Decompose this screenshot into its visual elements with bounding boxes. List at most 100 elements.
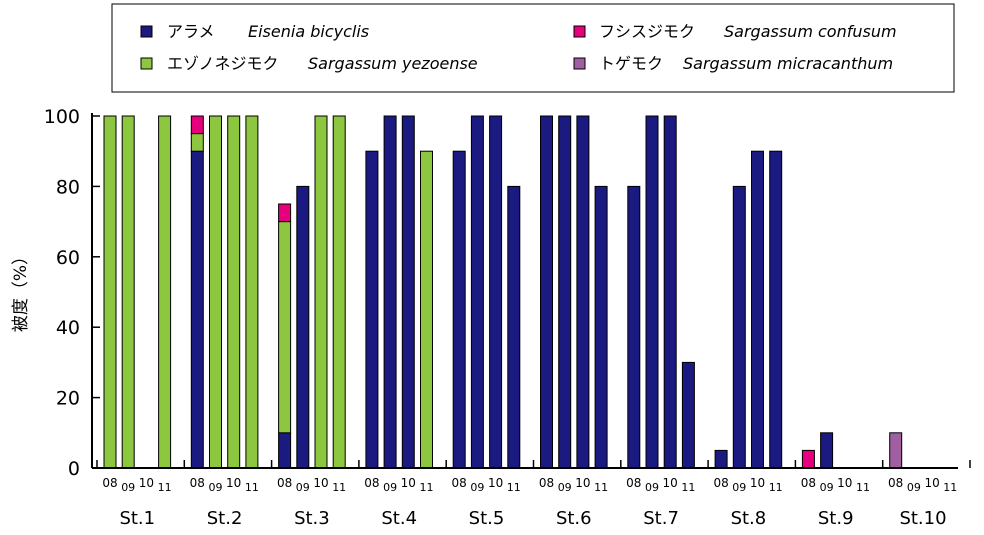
bar-St.10-08-sargassum-micracanthum [889,432,903,469]
year-label-St.9-11: 11 [856,481,870,494]
year-label-St.8-11: 11 [769,481,783,494]
legend-name-sci-yezoense: Sargassum yezoense [308,54,478,73]
bar-St.6-10-eisenia-bicyclis [576,115,590,469]
legend-name-ja-eisenia: アラメ [167,22,215,41]
year-label-St.2-11: 11 [245,481,259,494]
bar-St.2-08-eisenia-bicyclis [190,150,204,469]
bar-St.7-09-eisenia-bicyclis [645,115,659,469]
bar-St.8-11-eisenia-bicyclis [769,150,783,469]
bar-St.1-08-sargassum-yezoense [103,115,117,469]
bar-St.3-09-eisenia-bicyclis [296,185,310,469]
year-label-St.10-09: 09 [907,481,921,494]
y-axis-label: 被度（%） [11,248,31,332]
bar-St.3-10-sargassum-yezoense [314,115,328,469]
year-label-St.10-08: 08 [888,476,903,490]
year-label-St.7-08: 08 [626,476,641,490]
bar-St.2-09-sargassum-yezoense [209,115,222,469]
year-label-St.3-10: 10 [313,476,328,490]
bar-St.6-11-eisenia-bicyclis [594,185,608,469]
y-axis-ticks: 0 20 40 60 80 100 [44,106,100,480]
bar-St.4-09-eisenia-bicyclis [383,115,397,469]
year-label-St.5-11: 11 [507,481,521,494]
station-label-4: St.4 [381,508,417,529]
year-label-St.9-09: 09 [820,481,834,494]
bar-St.3-08-sargassum-yezoense [278,221,292,434]
legend-name-sci-confusum: Sargassum confusum [724,22,897,41]
bar-St.4-11-sargassum-yezoense [420,150,433,469]
year-label-St.9-08: 08 [801,476,816,490]
station-label-2: St.2 [207,508,243,529]
legend-swatch-eisenia [140,25,153,38]
y-tick-label-20: 20 [56,388,80,410]
bar-St.7-10-eisenia-bicyclis [663,115,677,469]
year-label-St.4-08: 08 [364,476,379,490]
year-label-St.1-11: 11 [158,481,172,494]
legend-name-ja-micracanthum: トゲモク [599,54,663,73]
station-label-9: St.9 [818,508,854,529]
legend-entry-yezoense: エゾノネジモク Sargassum yezoense [140,54,478,73]
legend-swatch-confusum [573,25,586,38]
year-label-St.10-10: 10 [924,476,939,490]
year-label-St.2-09: 09 [209,481,223,494]
year-label-St.6-08: 08 [539,476,554,490]
bar-St.1-09-sargassum-yezoense [121,115,135,469]
legend-name-sci-micracanthum: Sargassum micracanthum [683,54,893,73]
year-label-St.9-10: 10 [837,476,852,490]
bar-St.7-08-eisenia-bicyclis [627,185,641,469]
y-tick-label-100: 100 [44,106,80,128]
bar-St.2-11-sargassum-yezoense [245,115,259,469]
bar-St.5-10-eisenia-bicyclis [489,115,503,469]
bar-St.3-08-sargassum-confusum [278,203,292,223]
year-label-St.5-08: 08 [452,476,467,490]
station-label-3: St.3 [294,508,330,529]
legend-entry-micracanthum: トゲモク Sargassum micracanthum [573,54,893,73]
station-label-10: St.10 [899,508,946,529]
bar-St.4-10-eisenia-bicyclis [401,115,415,469]
year-label-St.2-08: 08 [190,476,205,490]
legend-swatch-yezoense [140,57,153,70]
year-label-St.10-11: 11 [943,481,957,494]
year-label-St.4-11: 11 [420,481,434,494]
year-label-St.8-09: 09 [732,481,746,494]
bar-St.4-08-eisenia-bicyclis [365,150,379,469]
legend-name-ja-yezoense: エゾノネジモク [167,54,279,73]
legend-name-ja-confusum: フシスジモク [599,22,695,41]
bar-St.9-09-eisenia-bicyclis [820,432,834,469]
legend: アラメ Eisenia bicyclis エゾノネジモク Sargassum y… [111,3,955,93]
year-label-St.8-10: 10 [750,476,765,490]
year-label-St.6-09: 09 [558,481,572,494]
station-label-8: St.8 [731,508,767,529]
y-tick-label-40: 40 [56,317,80,339]
bar-St.2-10-sargassum-yezoense [227,115,241,469]
bar-St.5-09-eisenia-bicyclis [470,115,484,469]
year-label-St.8-08: 08 [713,476,728,490]
year-label-St.1-09: 09 [121,481,135,494]
legend-entry-confusum: フシスジモク Sargassum confusum [573,22,897,41]
bar-St.8-10-eisenia-bicyclis [751,150,764,469]
y-tick-label-0: 0 [68,458,80,480]
bar-St.3-08-eisenia-bicyclis [278,432,292,469]
bar-St.8-08-eisenia-bicyclis [714,449,728,469]
legend-name-sci-eisenia: Eisenia bicyclis [248,22,369,41]
legend-swatch-micracanthum [573,57,586,70]
year-label-St.1-08: 08 [102,476,117,490]
bar-St.8-09-eisenia-bicyclis [732,185,746,469]
year-label-St.5-09: 09 [470,481,484,494]
year-label-St.3-09: 09 [296,481,310,494]
bar-St.2-08-sargassum-yezoense [190,133,204,152]
year-label-St.7-10: 10 [663,476,678,490]
station-label-1: St.1 [119,508,155,529]
year-label-St.3-08: 08 [277,476,292,490]
bar-St.9-08-sargassum-confusum [801,449,815,469]
bar-St.3-11-sargassum-yezoense [332,115,346,469]
year-label-St.1-10: 10 [139,476,154,490]
bar-St.5-08-eisenia-bicyclis [452,150,466,469]
bars [103,115,903,469]
year-label-St.4-09: 09 [383,481,397,494]
bar-St.6-08-eisenia-bicyclis [540,115,553,469]
year-label-St.3-11: 11 [332,481,346,494]
year-label-St.4-10: 10 [401,476,416,490]
station-label-5: St.5 [469,508,505,529]
year-label-St.7-11: 11 [681,481,695,494]
